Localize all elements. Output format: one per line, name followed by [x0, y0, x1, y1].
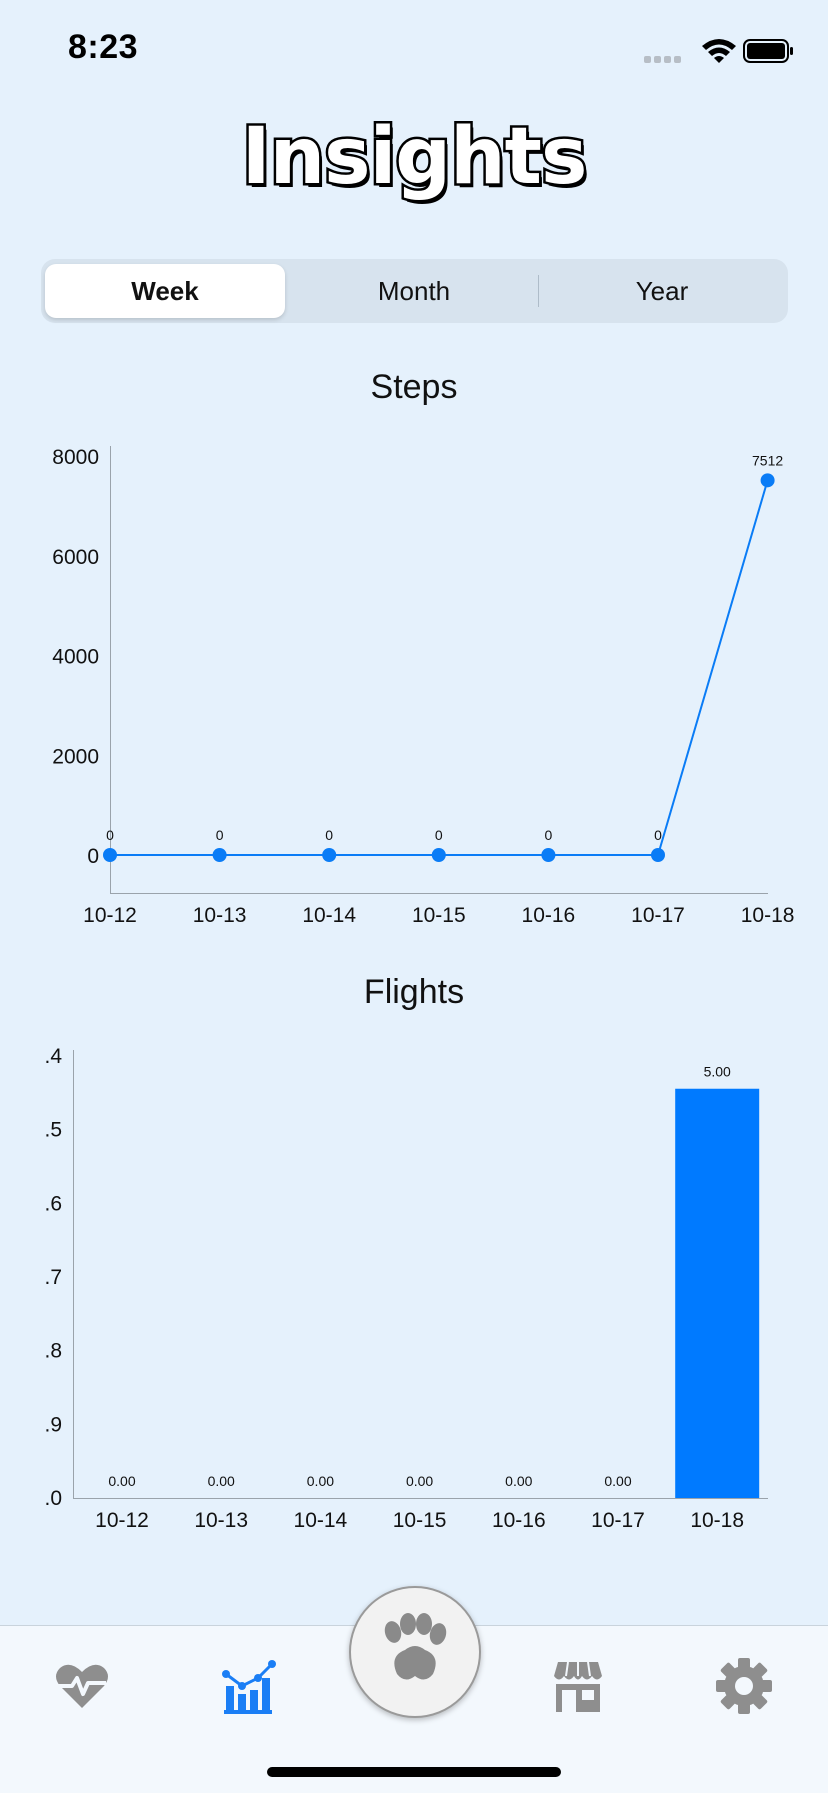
steps-data-label: 0 — [106, 827, 114, 843]
battery-icon — [743, 39, 793, 63]
flights-chart-title: Flights — [363, 973, 465, 1011]
flights-x-tick-label: 10-13 — [194, 1509, 248, 1532]
flights-bar — [675, 1088, 760, 1498]
flights-x-tick-label: 10-15 — [393, 1509, 447, 1532]
store-icon[interactable] — [548, 1656, 608, 1716]
steps-data-label: 0 — [325, 827, 333, 843]
flights-x-tick-label: 10-18 — [690, 1509, 744, 1532]
flights-y-tick-label: .7 — [44, 1266, 62, 1289]
time-range-segmented-control: Week Month Year — [41, 259, 788, 323]
steps-data-label: 0 — [654, 827, 662, 843]
flights-data-label: 0.00 — [406, 1473, 433, 1489]
flights-y-tick-label: .8 — [44, 1340, 62, 1363]
steps-y-tick-label: 4000 — [52, 646, 99, 669]
flights-data-label: 5.00 — [704, 1064, 731, 1080]
steps-x-tick-label: 10-15 — [412, 904, 466, 927]
steps-series-line — [110, 480, 769, 856]
steps-x-tick-label: 10-17 — [631, 904, 685, 927]
steps-x-tick-label: 10-13 — [193, 904, 247, 927]
flights-y-tick-label: .6 — [44, 1192, 62, 1215]
steps-y-tick-label: 0 — [87, 845, 99, 868]
steps-data-point — [760, 473, 775, 488]
steps-x-tick-label: 10-12 — [83, 904, 137, 927]
flights-data-label: 0.00 — [604, 1473, 631, 1489]
flights-x-tick-label: 10-16 — [492, 1509, 546, 1532]
flights-y-tick-label: .9 — [44, 1413, 62, 1436]
steps-data-label: 0 — [435, 827, 443, 843]
steps-data-point — [541, 848, 556, 862]
status-bar: 8:23 — [0, 0, 828, 100]
steps-data-label: 0 — [216, 827, 224, 843]
steps-y-tick-label: 6000 — [52, 546, 99, 569]
gear-icon[interactable] — [714, 1656, 774, 1716]
steps-data-point — [103, 848, 117, 862]
steps-x-tick-label: 10-16 — [522, 904, 576, 927]
flights-x-tick-label: 10-12 — [95, 1509, 149, 1532]
paw-button[interactable] — [349, 1586, 481, 1718]
cellular-signal-icon — [644, 56, 681, 63]
insights-chart-icon[interactable] — [218, 1656, 278, 1716]
flights-y-tick-label: .4 — [44, 1045, 62, 1068]
flights-x-tick-label: 10-14 — [294, 1509, 348, 1532]
page-title: Insights — [239, 110, 590, 205]
paw-icon — [384, 1613, 447, 1680]
steps-chart-title: Steps — [370, 368, 458, 406]
segment-year[interactable]: Year — [635, 276, 689, 306]
heart-pulse-icon[interactable] — [52, 1656, 112, 1716]
flights-y-tick-label: .5 — [44, 1119, 62, 1142]
steps-data-point — [212, 848, 227, 862]
steps-y-tick-label: 8000 — [52, 446, 99, 469]
flights-data-label: 0.00 — [307, 1473, 334, 1489]
steps-chart: 8000 6000 4000 2000 0 10-12 10-13 10-14 10-15 10… — [52, 446, 795, 927]
steps-data-point — [322, 848, 337, 862]
steps-data-label: 0 — [545, 827, 553, 843]
flights-data-label: 0.00 — [108, 1473, 135, 1489]
steps-y-tick-label: 2000 — [52, 745, 99, 768]
flights-y-tick-label: .0 — [44, 1487, 62, 1510]
steps-data-label: 7512 — [752, 452, 783, 468]
segment-month[interactable]: Month — [377, 276, 451, 306]
home-indicator — [267, 1767, 561, 1777]
flights-x-tick-label: 10-17 — [591, 1509, 645, 1532]
segment-week[interactable]: Week — [45, 264, 285, 318]
flights-data-label: 0.00 — [208, 1473, 235, 1489]
segment-divider — [538, 275, 539, 307]
status-icons — [644, 39, 793, 63]
steps-data-point — [431, 848, 446, 862]
flights-data-label: 0.00 — [505, 1473, 532, 1489]
flights-chart: .4 .5 .6 .7 .8 .9 .0 0.00 0.00 0.00 0.00 0.00 0.00 5… — [44, 1045, 768, 1532]
steps-x-tick-label: 10-18 — [741, 904, 795, 927]
steps-x-tick-label: 10-14 — [302, 904, 356, 927]
status-time: 8:23 — [68, 28, 139, 66]
wifi-icon — [702, 39, 736, 63]
steps-data-point — [651, 848, 665, 862]
